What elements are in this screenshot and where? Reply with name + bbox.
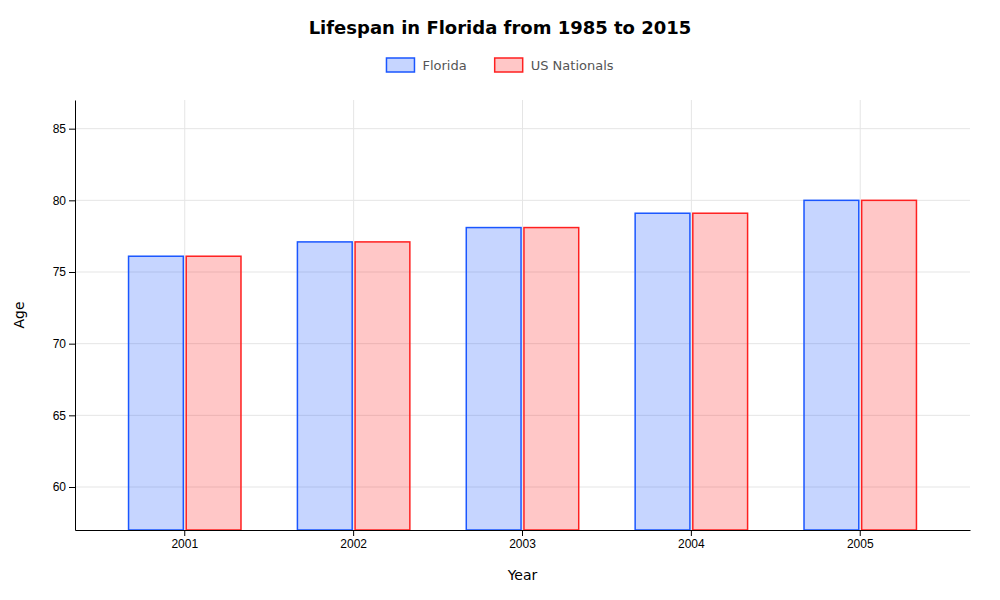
y-tick-mark: [69, 344, 75, 345]
bar: [186, 256, 241, 530]
y-tick: 60: [53, 480, 75, 494]
bar: [804, 200, 859, 530]
y-tick-label: 80: [53, 194, 67, 208]
bar: [635, 213, 690, 530]
y-tick-label: 65: [53, 409, 67, 423]
x-tick-mark: [353, 530, 354, 536]
title: Lifespan in Florida from 1985 to 2015: [309, 17, 692, 38]
legend: Florida US Nationals: [386, 58, 613, 73]
x-axis: 2001 2002 2003 2004 2005: [76, 530, 971, 551]
y-axis: 60 65 70 75 80 85: [53, 101, 76, 531]
legend-swatch: [495, 58, 523, 72]
x-tick-label: 2001: [171, 537, 198, 551]
grid-line-x: [691, 100, 692, 530]
grid: [75, 100, 970, 530]
legend-swatch: [386, 58, 414, 72]
y-tick-label: 60: [53, 480, 67, 494]
y-tick-label: 85: [53, 122, 67, 136]
bar: [297, 242, 352, 530]
x-tick-label: 2003: [509, 537, 536, 551]
grid-line-x: [860, 100, 861, 530]
bar: [466, 228, 521, 530]
x-tick: 2001: [171, 530, 198, 551]
bars: [129, 200, 917, 530]
grid-line-x: [184, 100, 185, 530]
y-axis-line: [75, 101, 76, 531]
bar-series: [129, 200, 859, 530]
x-tick-label: 2004: [678, 537, 705, 551]
bar: [862, 200, 917, 530]
x-axis-title: Year: [507, 567, 538, 583]
chart: 2001 2002 2003 2004 2005 60 65 70 75 80 85 Lifespan…: [0, 0, 1000, 600]
legend-label: Florida: [422, 58, 466, 73]
x-tick: 2005: [847, 530, 874, 551]
bar: [524, 228, 579, 530]
bar: [693, 213, 748, 530]
grid-line-x: [353, 100, 354, 530]
y-tick: 75: [53, 265, 75, 279]
x-tick-mark: [184, 530, 185, 536]
bar: [355, 242, 410, 530]
y-tick-mark: [69, 272, 75, 273]
legend-item: Florida: [386, 58, 466, 73]
legend-item: US Nationals: [495, 58, 614, 73]
y-tick-mark: [69, 200, 75, 201]
y-tick: 80: [53, 194, 75, 208]
y-tick-label: 75: [53, 265, 67, 279]
x-tick-mark: [522, 530, 523, 536]
x-tick-label: 2002: [340, 537, 367, 551]
y-tick: 85: [53, 122, 75, 136]
bar: [129, 256, 184, 530]
x-tick-mark: [691, 530, 692, 536]
x-tick-label: 2005: [847, 537, 874, 551]
grid-line-x: [522, 100, 523, 530]
x-tick: 2002: [340, 530, 367, 551]
legend-label: US Nationals: [531, 58, 614, 73]
x-tick: 2003: [509, 530, 536, 551]
y-tick-label: 70: [53, 337, 67, 351]
y-tick-mark: [69, 129, 75, 130]
y-axis-title: Age: [11, 301, 27, 328]
y-tick: 65: [53, 409, 75, 423]
x-tick: 2004: [678, 530, 705, 551]
y-tick-mark: [69, 487, 75, 488]
bar-series: [186, 200, 916, 530]
x-tick-mark: [860, 530, 861, 536]
plot-area: 2001 2002 2003 2004 2005 60 65 70 75 80 85: [53, 100, 971, 551]
y-tick: 70: [53, 337, 75, 351]
y-tick-mark: [69, 415, 75, 416]
